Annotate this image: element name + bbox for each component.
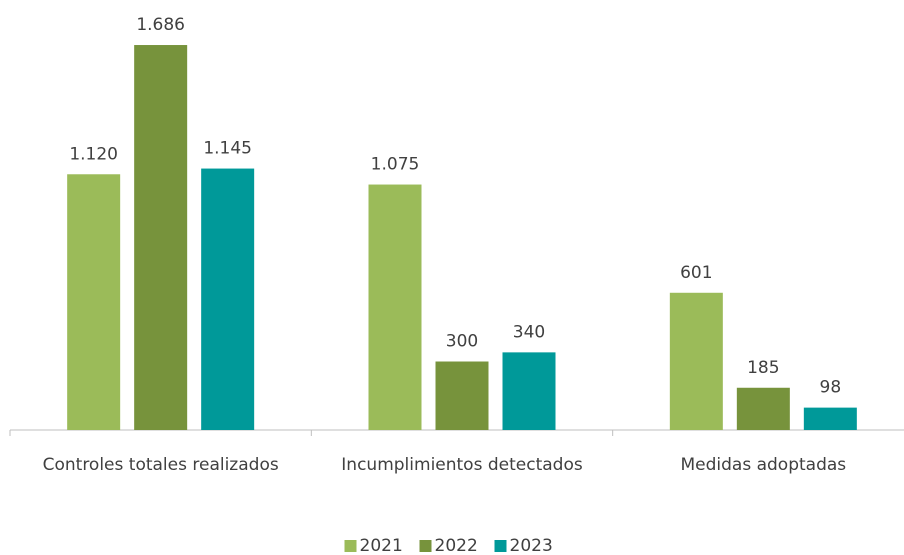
value-label: 300 bbox=[446, 332, 478, 352]
bar bbox=[201, 168, 255, 430]
legend-swatch bbox=[494, 540, 507, 552]
value-label: 98 bbox=[820, 378, 842, 398]
legend-label: 2023 bbox=[510, 536, 553, 555]
x-tick-label: Incumplimientos detectados bbox=[341, 455, 583, 475]
bar bbox=[803, 407, 857, 430]
value-label: 340 bbox=[513, 322, 545, 342]
value-label: 1.686 bbox=[136, 15, 185, 35]
x-tick-label: Controles totales realizados bbox=[43, 455, 279, 475]
legend-swatch bbox=[344, 540, 357, 552]
value-label: 1.120 bbox=[69, 144, 118, 164]
bar bbox=[368, 184, 422, 430]
value-label: 1.145 bbox=[203, 139, 252, 159]
x-tick-label: Medidas adoptadas bbox=[680, 455, 846, 475]
legend-swatch bbox=[419, 540, 432, 552]
bar bbox=[502, 352, 556, 430]
value-label: 601 bbox=[680, 263, 712, 283]
bar bbox=[435, 361, 489, 430]
bar bbox=[67, 174, 121, 430]
legend-label: 2021 bbox=[360, 536, 403, 555]
value-label: 1.075 bbox=[371, 155, 420, 175]
legend-label: 2022 bbox=[435, 536, 478, 555]
value-label: 185 bbox=[747, 358, 779, 378]
bar bbox=[736, 387, 790, 430]
bar bbox=[669, 292, 723, 430]
bar bbox=[134, 45, 188, 430]
